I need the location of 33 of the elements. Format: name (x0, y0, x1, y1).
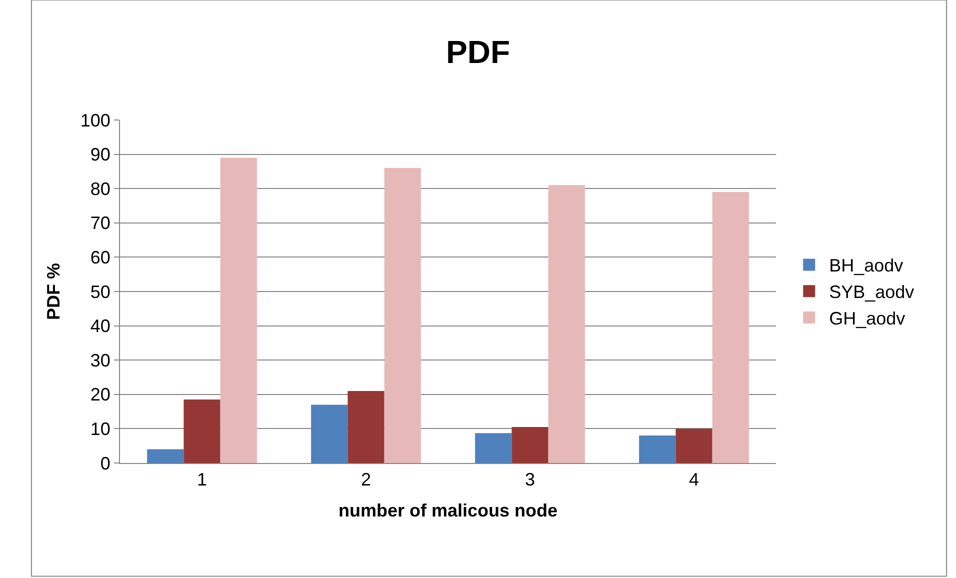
y-tick-label: 10 (90, 419, 110, 439)
bar (147, 449, 184, 463)
y-tick-label: 100 (80, 110, 110, 130)
bar (311, 404, 348, 463)
bar (384, 168, 421, 463)
y-tick-label: 70 (90, 213, 110, 234)
x-tick-label: 1 (196, 470, 208, 490)
bar (184, 400, 220, 463)
y-tick-label: 30 (90, 350, 110, 370)
y-tick-label: 0 (100, 453, 110, 474)
x-tick-label: 2 (360, 470, 372, 490)
bar (676, 428, 712, 463)
y-axis-title: PDF % (44, 262, 64, 320)
bar (639, 436, 676, 463)
bar (712, 192, 749, 463)
bar (548, 185, 585, 463)
y-tick-label: 20 (90, 384, 110, 405)
y-tick-label: 60 (90, 248, 110, 268)
y-tick-label: 90 (90, 144, 110, 165)
bar (475, 433, 512, 463)
legend-label: GH_aodv (829, 308, 906, 329)
chart-title: PDF (446, 34, 510, 70)
legend-label: SYB_aodv (829, 282, 914, 302)
bar (512, 426, 548, 463)
x-tick-label: 4 (688, 470, 700, 490)
x-axis-title: number of malicous node (338, 500, 558, 521)
bar (348, 390, 384, 463)
x-tick-label: 3 (524, 470, 536, 490)
y-tick-label: 40 (90, 316, 110, 336)
legend-label: BH_aodv (829, 256, 904, 276)
y-tick-label: 50 (90, 282, 110, 302)
bar (220, 158, 257, 463)
y-tick-label: 80 (90, 178, 110, 199)
